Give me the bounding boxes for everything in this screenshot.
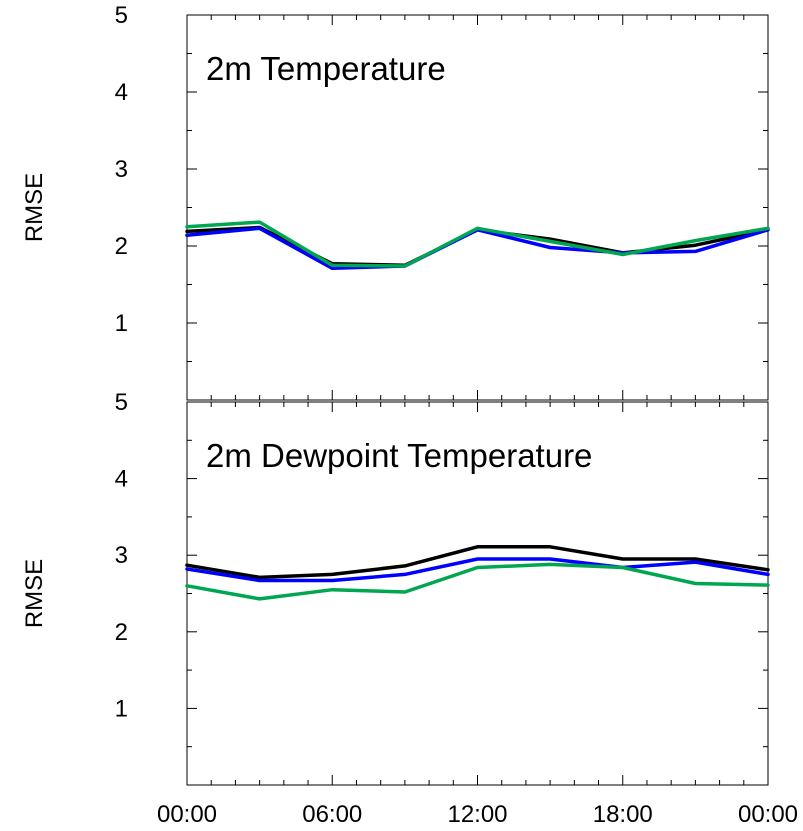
y-tick-label: 2: [115, 233, 128, 260]
y-tick-label: 2: [115, 619, 128, 646]
y-axis-label: RMSE: [21, 173, 48, 242]
y-tick-label: 5: [115, 389, 128, 416]
y-tick-label: 4: [115, 466, 128, 493]
y-tick-label: 1: [115, 695, 128, 722]
y-tick-label: 1: [115, 310, 128, 337]
panel-title: 2m Temperature: [206, 50, 446, 87]
series-line-1: [185, 557, 770, 583]
x-tick-label: 12:00: [447, 801, 507, 828]
y-tick-label: 3: [115, 542, 128, 569]
x-tick-label: 06:00: [302, 801, 362, 828]
panel-2m-temperature: 1 2 3 4 5 RMSE 2m Temperature: [21, 2, 770, 401]
series-line-0: [185, 545, 770, 580]
x-tick-label: 00:00: [738, 801, 798, 828]
x-tick-label: 00:00: [157, 801, 217, 828]
y-tick-label: 5: [115, 2, 128, 29]
y-axis-label: RMSE: [21, 559, 48, 628]
y-tick-label: 3: [115, 156, 128, 183]
panel-title: 2m Dewpoint Temperature: [206, 437, 592, 474]
series-line-0: [185, 225, 770, 268]
y-tick-label: 4: [115, 79, 128, 106]
x-tick-label: 18:00: [593, 801, 653, 828]
series-line-2: [185, 562, 770, 601]
panel-2m-dewpoint-temperature: 1 2 3 4 5 00:00 06:00 12:00 18:00 00:00 RMSE 2m Dew…: [21, 389, 798, 828]
series-line-2: [185, 220, 770, 268]
